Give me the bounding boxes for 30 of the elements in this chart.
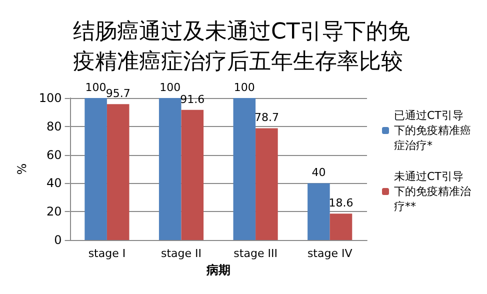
bar bbox=[256, 128, 278, 240]
bar bbox=[330, 214, 352, 240]
data-label: 100 bbox=[234, 81, 255, 94]
x-tick-label: stage III bbox=[234, 247, 278, 260]
bar bbox=[181, 110, 204, 240]
data-label: 18.6 bbox=[328, 196, 354, 210]
y-tick-label: 40 bbox=[46, 176, 62, 190]
bar bbox=[84, 98, 107, 240]
y-tick-label: 20 bbox=[46, 204, 62, 219]
y-axis-title: % bbox=[15, 163, 29, 175]
x-axis-title: 病期 bbox=[205, 262, 230, 277]
x-tick-label: stage I bbox=[88, 247, 126, 260]
y-tick-label: 80 bbox=[46, 119, 62, 134]
bar bbox=[158, 98, 182, 240]
bar bbox=[106, 104, 130, 240]
data-label: 100 bbox=[160, 81, 181, 94]
y-tick-label: 100 bbox=[38, 91, 62, 105]
chart-title: 结肠癌通过及未通过CT引导下的免疫精准癌症治疗后五年生存率比较 bbox=[73, 20, 410, 74]
data-label: 91.6 bbox=[180, 92, 205, 106]
bar bbox=[308, 183, 330, 240]
bar bbox=[233, 98, 256, 240]
y-tick-label: 0 bbox=[54, 233, 62, 247]
data-label: 40 bbox=[312, 166, 326, 180]
legend-label: 已通过CT引导下的免疫精准癌症治疗* bbox=[394, 109, 471, 152]
legend-label: 未通过CT引导下的免疫精准治疗** bbox=[394, 170, 471, 213]
data-label: 95.7 bbox=[106, 87, 130, 100]
y-tick-label: 60 bbox=[46, 148, 62, 162]
data-label: 100 bbox=[85, 81, 106, 94]
x-tick-label: stage II bbox=[160, 247, 202, 260]
x-tick-label: stage IV bbox=[307, 247, 353, 260]
